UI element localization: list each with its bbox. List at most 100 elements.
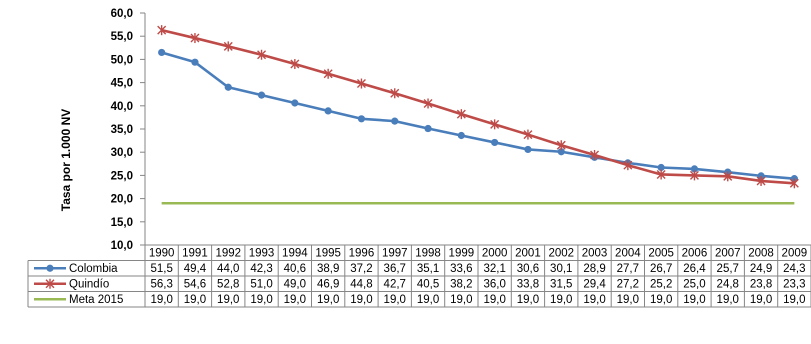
y-tick-label: 55,0	[111, 31, 133, 43]
quindio-value-cell: 38,2	[450, 279, 472, 291]
meta-2015-value-cell: 19,0	[550, 294, 572, 306]
meta-2015-value-cell: 19,0	[650, 294, 672, 306]
meta-2015-value-cell: 19,0	[750, 294, 772, 306]
meta-2015-value-cell: 19,0	[617, 294, 639, 306]
quindio-value-cell: 40,5	[417, 279, 439, 291]
colombia-value-cell: 26,4	[683, 263, 706, 275]
quindio-value-cell: 33,8	[517, 279, 539, 291]
colombia-value-cell: 24,9	[750, 263, 772, 275]
quindio-value-cell: 52,8	[217, 279, 239, 291]
colombia-point	[690, 165, 699, 173]
meta-2015-value-cell: 19,0	[384, 294, 406, 306]
y-tick-label: 40,0	[111, 101, 133, 113]
x-tick-label: 2006	[682, 248, 708, 260]
meta-2015-value-cell: 19,0	[317, 294, 339, 306]
meta-2015-value-cell: 19,0	[217, 294, 239, 306]
meta-2015-value-cell: 19,0	[783, 294, 805, 306]
quindio-value-cell: 56,3	[150, 279, 172, 291]
colombia-value-cell: 44,0	[217, 263, 239, 275]
x-tick-label: 1995	[315, 248, 341, 260]
colombia-value-cell: 36,7	[384, 263, 406, 275]
colombia-legend-marker	[46, 264, 54, 272]
colombia-value-cell: 25,7	[717, 263, 739, 275]
x-tick-label: 2005	[648, 248, 674, 260]
x-tick-label: 2007	[715, 248, 741, 260]
meta-2015-value-cell: 19,0	[417, 294, 439, 306]
quindio-value-cell: 29,4	[583, 279, 606, 291]
colombia-value-cell: 30,1	[550, 263, 572, 275]
colombia-point	[557, 148, 565, 156]
meta-2015-value-cell: 19,0	[717, 294, 739, 306]
quindio-legend-label: Quindío	[69, 279, 109, 291]
colombia-value-cell: 37,2	[350, 263, 372, 275]
colombia-point	[324, 107, 332, 115]
meta-2015-value-cell: 19,0	[284, 294, 306, 306]
y-tick-label: 10,0	[111, 240, 133, 252]
colombia-point	[224, 83, 232, 91]
colombia-line	[161, 51, 795, 180]
x-tick-label: 2004	[615, 248, 641, 260]
meta-2015-value-cell: 19,0	[250, 294, 272, 306]
y-tick-label: 45,0	[111, 78, 133, 90]
x-tick-label: 2008	[748, 248, 774, 260]
x-tick-label: 2002	[548, 248, 574, 260]
colombia-point	[457, 131, 465, 140]
x-tick-label: 1994	[282, 248, 308, 260]
meta-2015-value-cell: 19,0	[517, 294, 539, 306]
x-tick-label: 1990	[149, 248, 175, 260]
y-tick-label: 60,0	[111, 8, 133, 20]
x-tick-label: 1991	[182, 248, 208, 260]
colombia-legend-label: Colombia	[69, 263, 118, 275]
colombia-value-cell: 49,4	[184, 263, 207, 275]
x-tick-label: 2001	[515, 248, 541, 260]
quindio-value-cell: 31,5	[550, 279, 572, 291]
x-tick-label: 1999	[449, 248, 475, 260]
meta-2015-value-cell: 19,0	[483, 294, 505, 306]
colombia-point	[158, 48, 166, 57]
quindio-value-cell: 42,7	[384, 279, 406, 291]
quindio-value-cell: 25,0	[683, 279, 705, 291]
y-tick-label: 25,0	[111, 170, 133, 182]
colombia-point	[291, 99, 299, 107]
meta-2015-value-cell: 19,0	[583, 294, 605, 306]
colombia-value-cell: 24,3	[783, 263, 805, 275]
colombia-value-cell: 30,6	[517, 263, 539, 275]
colombia-value-cell: 51,5	[150, 263, 172, 275]
meta-2015-value-cell: 19,0	[683, 294, 705, 306]
quindio-value-cell: 27,2	[617, 279, 639, 291]
quindio-value-cell: 49,0	[284, 279, 306, 291]
colombia-point	[357, 115, 366, 123]
y-tick-label: 20,0	[111, 194, 133, 206]
meta-2015-value-cell: 19,0	[150, 294, 172, 306]
quindio-value-cell: 46,9	[317, 279, 339, 291]
x-tick-label: 1993	[249, 248, 275, 260]
y-tick-label: 30,0	[111, 147, 133, 159]
colombia-point	[491, 138, 499, 147]
colombia-point	[391, 117, 399, 125]
y-axis-label: Tasa por 1.000 NV	[59, 109, 73, 212]
quindio-value-cell: 54,6	[184, 279, 206, 291]
colombia-value-cell: 35,1	[417, 263, 439, 275]
x-tick-label: 1992	[215, 248, 241, 260]
quindio-value-cell: 36,0	[483, 279, 505, 291]
y-tick-label: 35,0	[111, 124, 133, 136]
x-tick-label: 1997	[382, 248, 408, 260]
x-tick-label: 1998	[415, 248, 441, 260]
meta-2015-value-cell: 19,0	[184, 294, 206, 306]
y-tick-label: 50,0	[111, 54, 133, 66]
quindio-value-cell: 44,8	[350, 279, 372, 291]
quindio-value-cell: 24,8	[717, 279, 739, 291]
colombia-point	[657, 163, 665, 172]
colombia-value-cell: 33,6	[450, 263, 472, 275]
colombia-point	[191, 58, 199, 66]
quindio-value-cell: 51,0	[250, 279, 272, 291]
x-tick-label: 2003	[582, 248, 608, 260]
meta-2015-value-cell: 19,0	[350, 294, 372, 306]
colombia-point	[424, 124, 432, 133]
y-tick-label: 15,0	[111, 217, 133, 229]
x-tick-label: 2000	[482, 248, 508, 260]
quindio-line	[161, 28, 795, 185]
quindio-value-cell: 25,2	[650, 279, 672, 291]
colombia-value-cell: 27,7	[617, 263, 639, 275]
